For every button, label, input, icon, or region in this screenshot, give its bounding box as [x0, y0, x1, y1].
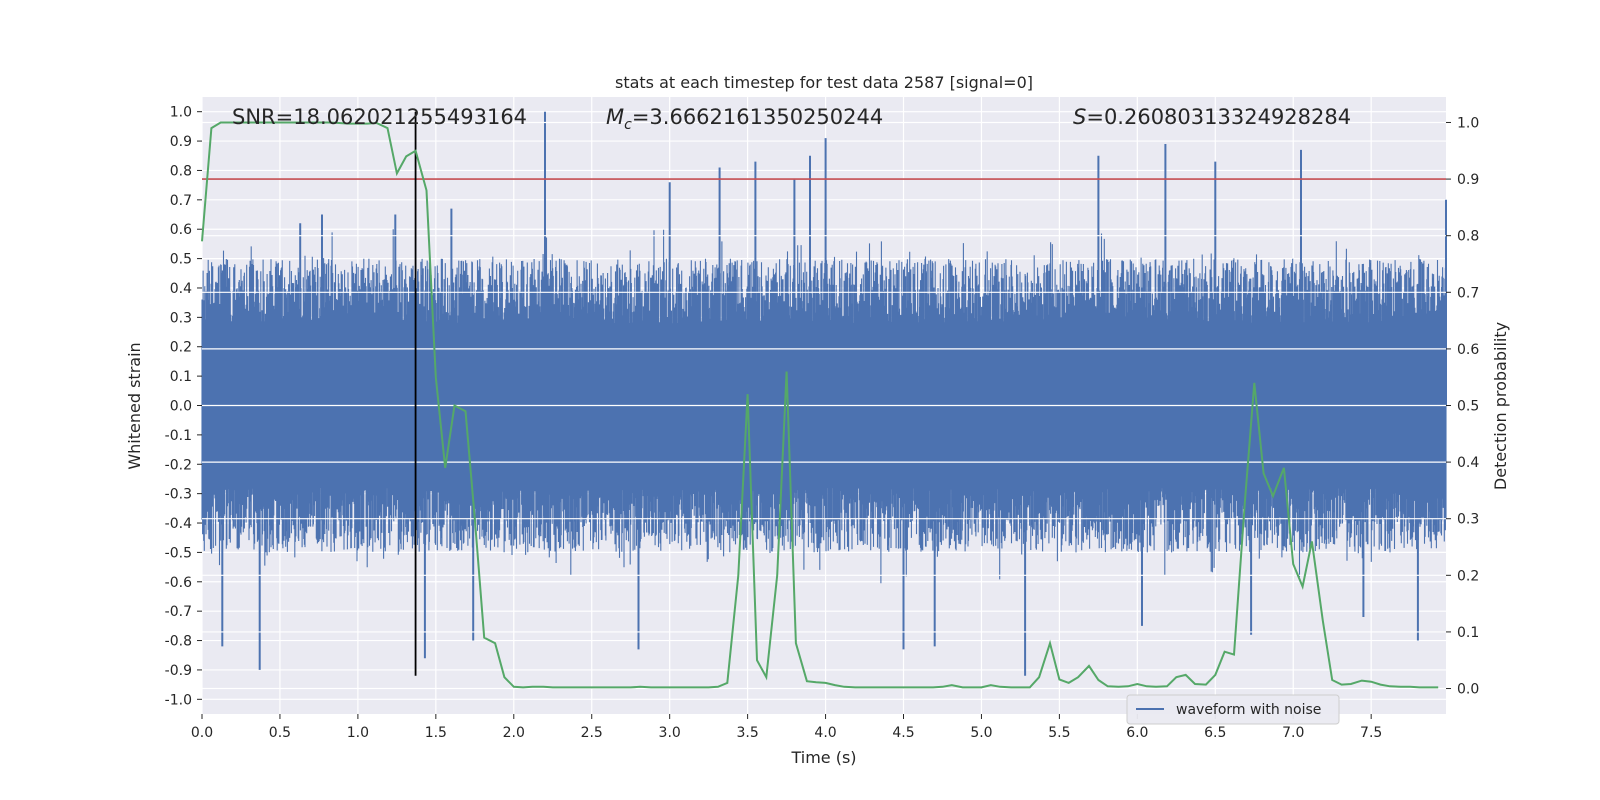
y-right-tick-label: 0.1	[1457, 625, 1479, 641]
y-right-tick-label: 0.9	[1457, 172, 1479, 188]
x-tick-label: 5.5	[1048, 725, 1070, 741]
y-left-tick-label: -0.8	[165, 634, 192, 650]
detection-probability-series	[201, 121, 1439, 689]
x-tick-label: 3.0	[659, 725, 681, 741]
s-annotation: S=0.26080313324928284	[1073, 105, 1351, 129]
x-tick-label: 6.0	[1126, 725, 1148, 741]
legend-box	[1126, 694, 1340, 725]
y-left-tick-label: -0.4	[165, 516, 192, 532]
x-axis-label: Time (s)	[790, 748, 856, 767]
y-left-tick-label: -0.3	[165, 487, 192, 503]
y-right-tick-label: 0.3	[1457, 512, 1479, 528]
x-axis-ticks: 0.0 0.5 1.0 1.5 2.0 2.5 3.0 3.5 4.0 4.5 5.0 5.5 6.0 6…	[191, 714, 1382, 741]
y-left-tick-label: 0.0	[170, 399, 192, 415]
y-left-tick-label: 0.7	[170, 193, 192, 209]
y-left-tick-label: -0.9	[165, 663, 192, 679]
y-left-tick-label: 0.1	[170, 369, 192, 385]
chart-title: stats at each timestep for test data 258…	[615, 73, 1033, 92]
x-tick-label: 1.0	[347, 725, 369, 741]
x-tick-label: 5.0	[970, 725, 992, 741]
x-tick-label: 3.5	[736, 725, 758, 741]
y-right-tick-label: 0.7	[1457, 285, 1479, 301]
y-left-tick-label: -0.6	[165, 575, 192, 591]
chirp-mass-value: =3.6662161350250244	[632, 105, 883, 129]
y-left-tick-label: 0.5	[170, 252, 192, 268]
y-right-tick-label: 0.4	[1457, 455, 1479, 471]
snr-annotation: SNR=18.062021255493164	[232, 105, 527, 129]
y-left-tick-label: 0.8	[170, 163, 192, 179]
right-axis-label: Detection probability	[1491, 322, 1510, 490]
y-right-tick-label: 0.2	[1457, 568, 1479, 584]
y-left-tick-label: 0.9	[170, 134, 192, 150]
y-left-tick-label: 0.2	[170, 340, 192, 356]
x-tick-label: 7.5	[1360, 725, 1382, 741]
s-value: =0.26080313324928284	[1086, 105, 1351, 129]
y-left-tick-label: 1.0	[170, 105, 192, 121]
y-right-tick-label: 0.6	[1457, 342, 1479, 358]
y-right-tick-label: 0.0	[1457, 682, 1479, 698]
waveform-spikes	[221, 111, 1447, 676]
chirp-mass-annotation: Mc=3.6662161350250244	[606, 105, 883, 133]
x-tick-label: 2.5	[581, 725, 603, 741]
right-axis-ticks: 1.0 0.9 0.8 0.7 0.6 0.5 0.4 0.3 0.2 0.1 0.0	[1446, 115, 1479, 698]
y-left-tick-label: -0.5	[165, 545, 192, 561]
legend: waveform with noise	[1126, 694, 1340, 725]
x-tick-label: 0.0	[191, 725, 213, 741]
y-right-tick-label: 1.0	[1457, 115, 1479, 131]
y-right-tick-label: 0.8	[1457, 229, 1479, 245]
x-tick-label: 1.5	[425, 725, 447, 741]
y-left-tick-label: -0.2	[165, 457, 192, 473]
legend-label: waveform with noise	[1176, 702, 1321, 718]
y-left-tick-label: 0.4	[170, 281, 192, 297]
x-tick-label: 4.5	[892, 725, 914, 741]
left-axis-ticks: 1.0 0.9 0.8 0.7 0.6 0.5 0.4 0.3 0.2 0.1 0.0 -0.1 -0.…	[165, 105, 202, 708]
x-tick-label: 0.5	[269, 725, 291, 741]
y-left-tick-label: -1.0	[165, 692, 192, 708]
y-left-tick-label: -0.7	[165, 604, 192, 620]
y-left-tick-label: 0.3	[170, 310, 192, 326]
left-axis-label: Whitened strain	[125, 342, 144, 469]
x-tick-label: 6.5	[1204, 725, 1226, 741]
x-tick-label: 4.0	[814, 725, 836, 741]
x-tick-label: 2.0	[503, 725, 525, 741]
y-right-tick-label: 0.5	[1457, 399, 1479, 415]
x-tick-label: 7.0	[1282, 725, 1304, 741]
y-left-tick-label: 0.6	[170, 222, 192, 238]
y-left-tick-label: -0.1	[165, 428, 192, 444]
